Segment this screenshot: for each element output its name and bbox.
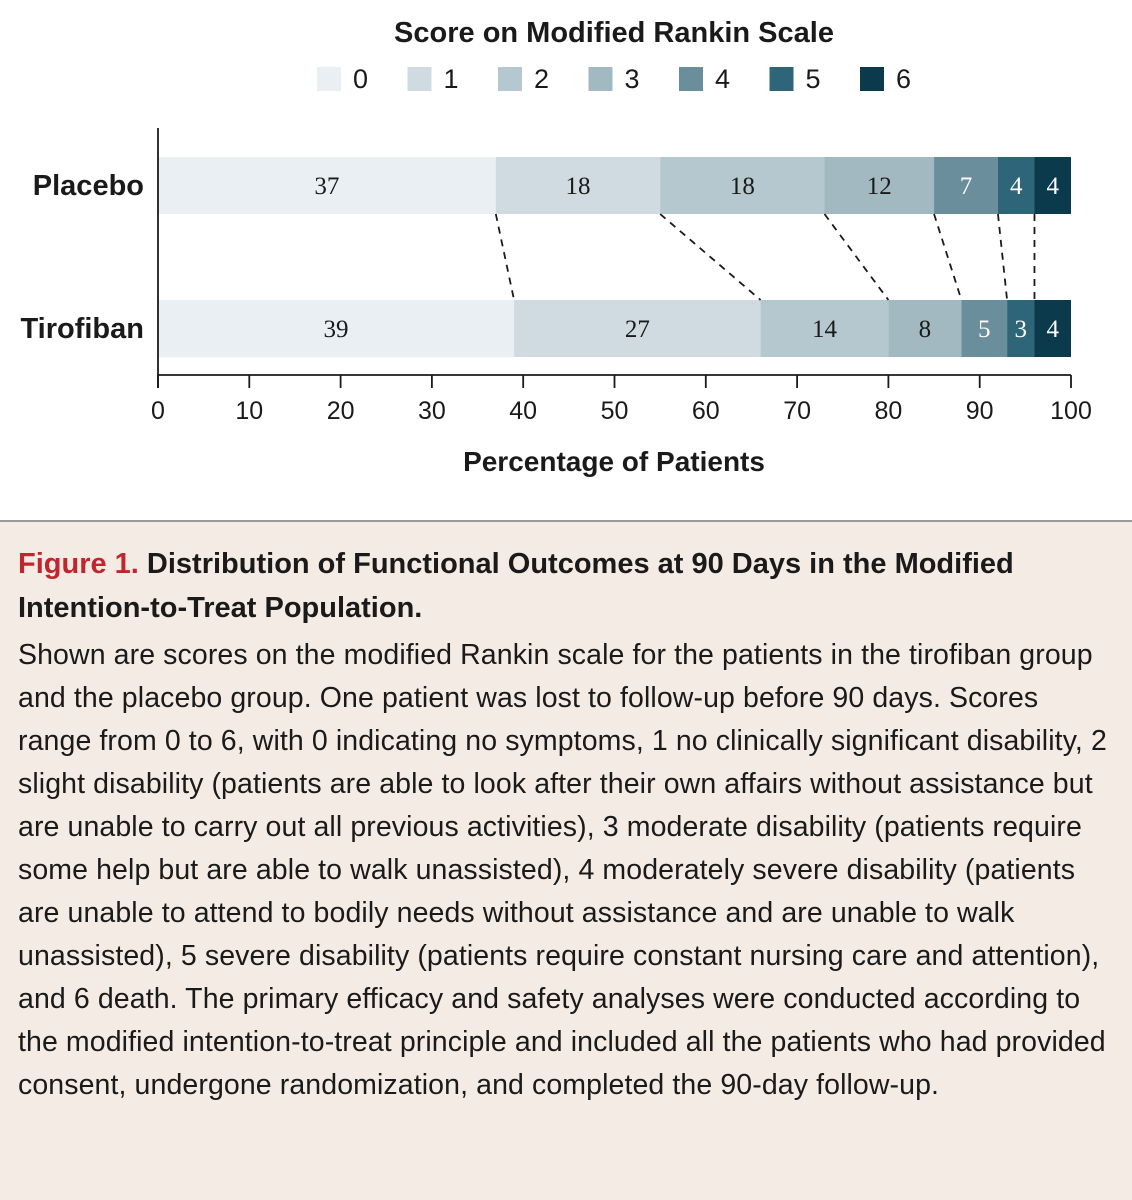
- bar-placebo-score-5: [997, 157, 1035, 214]
- connector-line-1: [494, 213, 515, 301]
- bar-label-placebo-score-3: 12: [867, 173, 892, 200]
- x-tick-label-60: 60: [692, 397, 720, 425]
- bar-label-placebo-score-6: 4: [1046, 173, 1059, 200]
- x-tick-label-20: 20: [327, 397, 355, 425]
- bar-label-tirofiban-score-4: 5: [978, 316, 991, 343]
- legend: 0 1 2 3 4 5 6: [317, 64, 911, 94]
- figure-label: Figure 1.: [18, 548, 139, 580]
- bar-placebo-score-4: [934, 157, 998, 214]
- figure-caption: Figure 1. Distribution of Functional Out…: [0, 520, 1132, 1200]
- legend-label-4: 4: [715, 64, 730, 94]
- connector-lines: [494, 213, 1036, 301]
- bar-label-tirofiban-score-5: 3: [1015, 316, 1028, 343]
- caption-title: Distribution of Functional Outcomes at 9…: [18, 548, 1014, 624]
- x-tick-label-80: 80: [874, 397, 902, 425]
- caption-body: Shown are scores on the modified Rankin …: [18, 639, 1107, 1101]
- x-tick-label-10: 10: [235, 397, 263, 425]
- x-tick-label-0: 0: [151, 397, 165, 425]
- bar-placebo-score-3: [824, 157, 935, 214]
- x-axis-title: Percentage of Patients: [463, 446, 765, 477]
- connector-line-3: [823, 213, 890, 301]
- x-tick-label-100: 100: [1050, 397, 1092, 425]
- legend-label-6: 6: [896, 64, 911, 94]
- legend-label-0: 0: [353, 64, 368, 94]
- bar-placebo-score-0: [158, 157, 496, 214]
- legend-swatch-6: [860, 67, 884, 91]
- bar-label-placebo-score-0: 37: [314, 173, 339, 200]
- legend-swatch-1: [407, 67, 432, 91]
- legend-swatch-5: [769, 67, 794, 91]
- x-axis: 0 10 20 30 40 50 60 70 80 90 100: [151, 128, 1092, 425]
- legend-label-5: 5: [806, 64, 821, 94]
- legend-swatch-3: [588, 67, 613, 91]
- bar-placebo-score-6: [1034, 157, 1071, 214]
- bar-label-tirofiban-score-6: 4: [1046, 316, 1059, 343]
- connector-line-4: [933, 213, 963, 301]
- bar-placebo-score-2: [660, 157, 825, 214]
- bar-label-placebo-score-1: 18: [565, 173, 590, 200]
- bar-label-tirofiban-score-1: 27: [625, 316, 650, 343]
- bar-tirofiban-score-3: [888, 300, 962, 357]
- bar-tirofiban-score-6: [1034, 300, 1071, 357]
- x-tick-label-70: 70: [783, 397, 811, 425]
- bar-label-tirofiban-score-2: 14: [812, 316, 838, 343]
- connector-line-2: [659, 213, 762, 301]
- legend-label-3: 3: [625, 64, 640, 94]
- bar-label-placebo-score-2: 18: [730, 173, 755, 200]
- bar-tirofiban-score-4: [961, 300, 1008, 357]
- category-label-placebo: Placebo: [33, 170, 144, 202]
- legend-swatch-0: [317, 67, 341, 91]
- bar-tirofiban-score-0: [158, 300, 515, 357]
- bar-placebo-score-1: [495, 157, 661, 214]
- legend-label-1: 1: [444, 64, 459, 94]
- caption-heading: Figure 1. Distribution of Functional Out…: [18, 542, 1114, 630]
- legend-label-2: 2: [534, 64, 549, 94]
- connector-line-5: [997, 213, 1008, 301]
- x-tick-label-30: 30: [418, 397, 446, 425]
- bar-label-tirofiban-score-3: 8: [919, 316, 932, 343]
- bar-tirofiban-score-1: [514, 300, 761, 357]
- legend-title: Score on Modified Rankin Scale: [394, 17, 834, 49]
- legend-swatch-4: [679, 67, 703, 91]
- bar-label-placebo-score-4: 7: [960, 173, 973, 200]
- bar-label-tirofiban-score-0: 39: [324, 316, 349, 343]
- category-label-tirofiban: Tirofiban: [20, 313, 144, 345]
- legend-swatch-2: [498, 67, 522, 91]
- bar-tirofiban-score-5: [1007, 300, 1035, 357]
- x-tick-label-50: 50: [601, 397, 629, 425]
- bar-tirofiban-score-2: [760, 300, 889, 357]
- x-tick-label-40: 40: [509, 397, 537, 425]
- x-tick-label-90: 90: [966, 397, 994, 425]
- bar-label-placebo-score-5: 4: [1010, 173, 1023, 200]
